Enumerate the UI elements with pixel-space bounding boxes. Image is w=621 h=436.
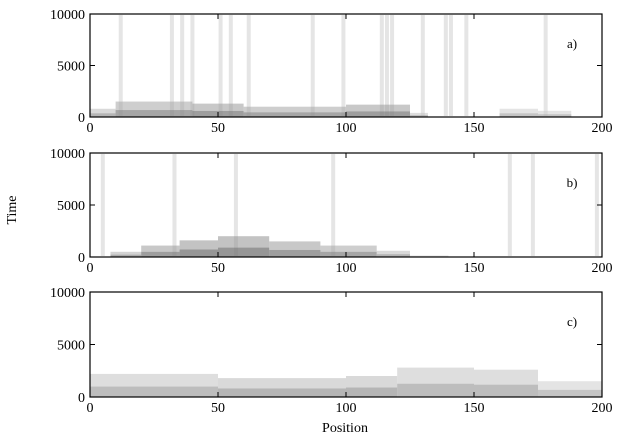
density-core [269,249,321,257]
panel-c: 0 50 100 150 200 0 5000 10000 c) [50,286,613,416]
y-tick-label: 10000 [50,8,85,23]
streak [180,15,185,116]
density-core [110,254,142,257]
density-core [90,386,218,397]
streak [172,154,177,256]
streak [420,15,425,116]
density-core [179,249,218,257]
panel-label: c) [567,314,577,329]
x-tick-label: 0 [87,261,94,276]
streak [118,15,123,116]
streak [233,154,238,256]
streak [464,15,469,116]
y-tick-label: 0 [78,251,85,266]
panel-b: 0 50 100 150 200 0 5000 10000 b) [50,147,613,276]
y-tick-label: 10000 [50,286,85,301]
plot-frame [89,152,603,258]
streak [448,15,453,116]
x-tick-label: 50 [211,401,225,416]
density-core [397,383,474,397]
density-band [499,108,538,117]
x-axis-label: Position [322,421,368,436]
density-band [538,110,572,117]
density-core [218,388,346,397]
y-tick-label: 5000 [57,339,85,354]
y-tick-label: 10000 [50,147,85,162]
density-core [410,115,428,117]
density-core [346,111,410,117]
streak [379,15,384,116]
density-core [320,251,377,257]
panel-label: a) [567,36,577,51]
panel-label: b) [567,175,578,190]
density-band [320,245,377,257]
y-axis-label: Time [5,195,20,224]
streak [543,15,548,116]
density-band [243,106,346,117]
x-tick-label: 0 [87,121,94,136]
y-tick-label: 0 [78,111,85,126]
streak [507,154,512,256]
x-tick-label: 200 [592,121,613,136]
x-tick-label: 50 [211,121,225,136]
density-core [243,112,346,117]
streak [331,154,336,256]
density-core [474,384,538,397]
streak [530,154,535,256]
density-core [141,251,180,257]
density-core [499,113,538,117]
density-band [376,250,410,257]
streak [169,15,174,116]
streak [443,15,448,116]
streak [310,15,315,116]
x-tick-label: 200 [592,261,613,276]
streak [190,15,195,116]
x-tick-label: 150 [464,261,485,276]
x-tick-label: 0 [87,401,94,416]
x-tick-label: 200 [592,401,613,416]
y-tick-label: 0 [78,391,85,406]
density-core [538,389,602,397]
streak [384,15,389,116]
panel-a: 0 50 100 150 200 0 5000 10000 a) [50,8,613,136]
streak [246,15,251,116]
density-band [410,112,428,117]
streak [218,15,223,116]
streak [594,154,599,256]
density-band [141,245,180,257]
y-tick-label: 5000 [57,199,85,214]
x-tick-label: 100 [336,401,357,416]
x-tick-label: 150 [464,401,485,416]
streak [390,15,395,116]
density-band [410,255,449,257]
density-core [376,254,410,257]
streak [341,15,346,116]
density-core [538,114,572,117]
density-band [90,108,116,117]
density-core [115,110,193,117]
density-band [110,251,142,257]
x-tick-label: 50 [211,261,225,276]
x-tick-label: 150 [464,121,485,136]
x-tick-label: 100 [336,261,357,276]
streak [228,15,233,116]
x-tick-label: 100 [336,121,357,136]
density-core [218,247,270,257]
density-core [90,113,116,117]
density-core [346,387,398,397]
streak [100,154,105,256]
y-tick-label: 5000 [57,60,85,75]
